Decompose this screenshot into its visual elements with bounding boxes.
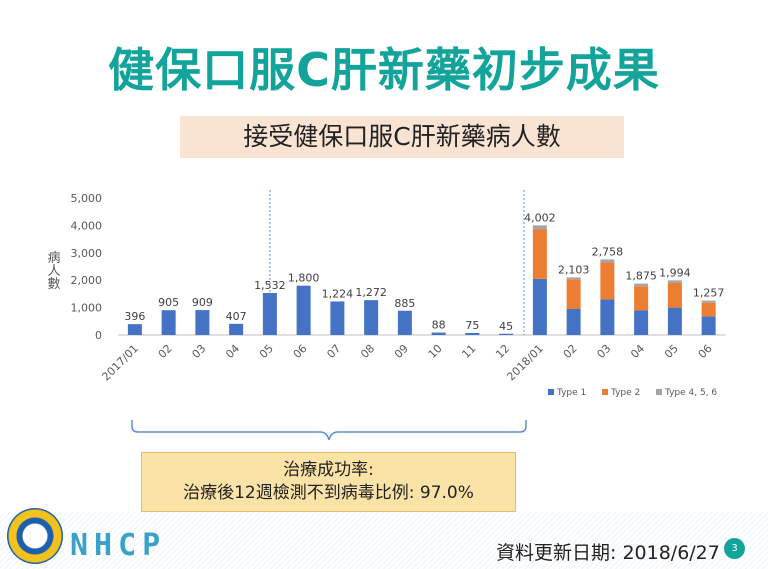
legend-label: Type 2 (610, 388, 640, 398)
x-tick-label: 05 (662, 342, 681, 361)
slide-title: 健保口服C肝新藥初步成果 (108, 43, 660, 97)
bar-segment (532, 278, 547, 335)
legend-label: Type 1 (556, 388, 586, 398)
bar-segment (701, 302, 716, 317)
y-tick-label: 5,000 (71, 192, 103, 205)
bar-segment (431, 332, 446, 335)
bar-segment (397, 310, 412, 335)
update-date: 資料更新日期: 2018/6/27 (496, 542, 720, 564)
legend-label: Type 4, 5, 6 (664, 388, 717, 398)
bar-segment (195, 310, 210, 335)
bar-segment (262, 293, 277, 335)
x-tick-label: 04 (223, 342, 242, 361)
x-tick-label: 2017/01 (99, 342, 141, 384)
bar-segment (667, 280, 682, 283)
data-label: 4,002 (524, 211, 556, 224)
x-tick-label: 12 (493, 342, 512, 361)
x-tick-label: 04 (628, 342, 647, 361)
bar-segment (296, 285, 311, 335)
y-tick-label: 0 (95, 329, 102, 342)
brand-logo-text: NHCP (70, 528, 167, 563)
data-label: 909 (192, 296, 213, 309)
y-tick-label: 2,000 (71, 274, 103, 287)
x-tick-label: 02 (156, 342, 175, 361)
bar-segment (566, 308, 581, 335)
success-rate-detail: 治療後12週檢測不到病毒比例: 97.0% (183, 483, 474, 503)
bar-segment (532, 225, 547, 230)
bar-segment (600, 262, 615, 300)
data-label: 1,257 (693, 287, 725, 300)
bar-segment (667, 307, 682, 335)
bar-segment (701, 316, 716, 335)
success-rate-box: 治療成功率: 治療後12週檢測不到病毒比例: 97.0% (141, 452, 516, 512)
data-label: 1,532 (254, 279, 286, 292)
data-label: 1,800 (288, 272, 320, 285)
bar-segment (634, 310, 649, 335)
bar-segment (701, 300, 716, 303)
y-tick-label: 3,000 (71, 247, 103, 260)
data-label: 885 (394, 297, 415, 310)
x-tick-label: 05 (257, 342, 276, 361)
data-label: 2,103 (558, 263, 590, 276)
x-tick-label: 07 (324, 342, 343, 361)
bar-segment (566, 279, 581, 309)
bar-segment (634, 283, 649, 287)
x-tick-label: 2018/01 (504, 342, 546, 384)
data-label: 88 (432, 319, 446, 332)
data-label: 1,224 (322, 287, 354, 300)
y-axis-label: 病人數 (45, 251, 61, 291)
bar-segment (161, 310, 176, 335)
data-label: 2,758 (592, 245, 624, 258)
data-label: 1,875 (625, 270, 657, 283)
data-label: 1,272 (355, 286, 387, 299)
legend-swatch (548, 389, 554, 395)
bar-segment (127, 324, 142, 335)
x-tick-label: 06 (291, 342, 310, 361)
bar-segment (667, 282, 682, 308)
data-label: 407 (226, 310, 247, 323)
x-tick-label: 06 (696, 342, 715, 361)
bar-segment (364, 300, 379, 335)
success-rate-label: 治療成功率: (283, 460, 374, 480)
bar-segment (229, 323, 244, 335)
data-label: 905 (158, 296, 179, 309)
bar-segment (600, 259, 615, 263)
bar-chart: 0 1,000 2,000 3,000 4,000 5,000 病人數 396 2017/01 9… (45, 190, 726, 398)
footer-band (0, 512, 768, 569)
legend-swatch (656, 389, 662, 395)
bar-segment (465, 332, 480, 335)
chart-subtitle: 接受健保口服C肝新藥病人數 (180, 116, 624, 158)
bar-segment (634, 286, 649, 311)
data-label: 1,994 (659, 266, 691, 279)
bar-segment (532, 229, 547, 279)
legend-swatch (602, 389, 608, 395)
data-label: 75 (465, 319, 479, 332)
x-tick-label: 03 (189, 342, 208, 361)
x-tick-label: 09 (392, 342, 411, 361)
bar-segment (600, 299, 615, 335)
x-tick-label: 08 (358, 342, 377, 361)
nhia-logo (7, 508, 63, 564)
y-tick-label: 4,000 (71, 219, 103, 232)
page-number: 3 (724, 538, 745, 559)
x-tick-label: 11 (459, 342, 478, 361)
x-tick-label: 03 (594, 342, 613, 361)
bar-segment (499, 333, 514, 335)
x-tick-label: 02 (561, 342, 580, 361)
data-label: 396 (124, 310, 145, 323)
range-bracket (131, 420, 527, 441)
y-tick-label: 1,000 (71, 302, 103, 315)
data-label: 45 (499, 320, 513, 333)
x-tick-label: 10 (426, 342, 445, 361)
bar-segment (330, 301, 345, 335)
bar-segment (566, 277, 581, 280)
